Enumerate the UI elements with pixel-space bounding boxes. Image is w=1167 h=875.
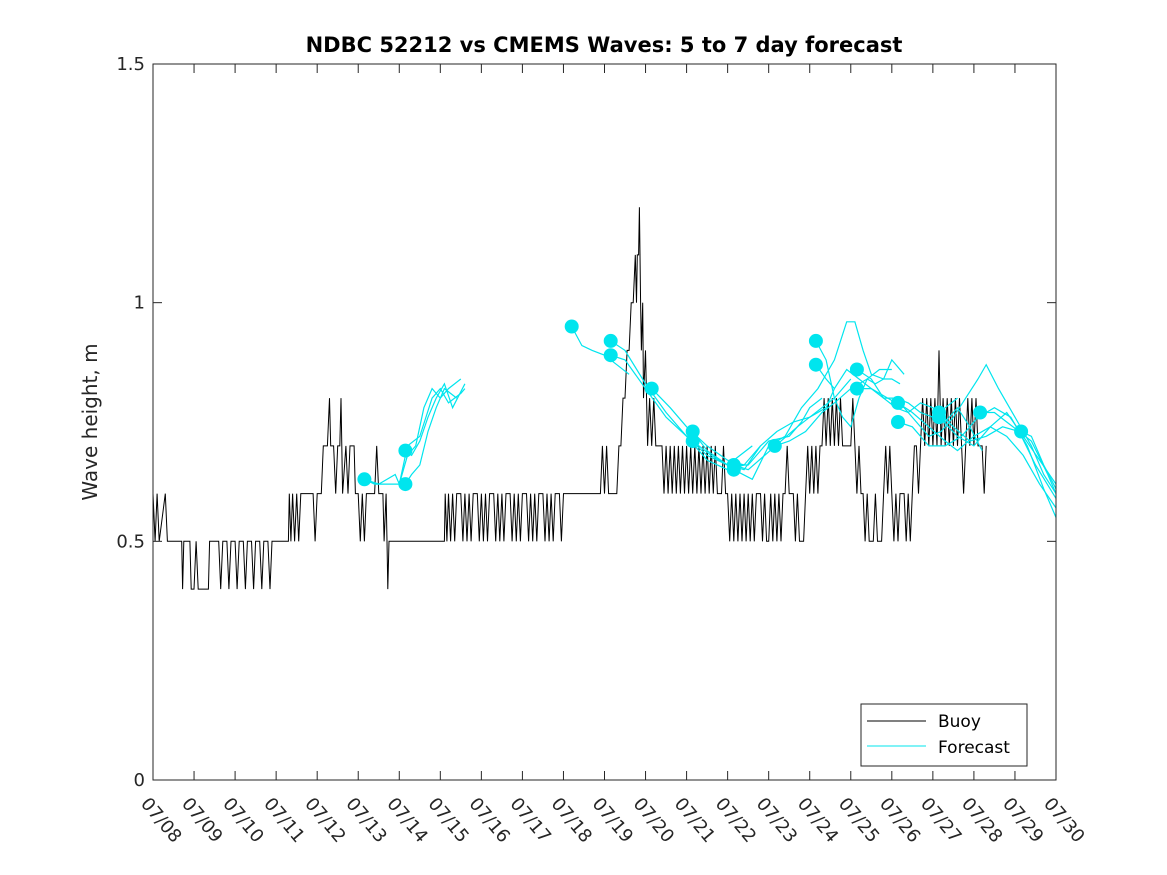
- buoy-series: [152, 207, 987, 590]
- forecast-line-3: [405, 382, 466, 457]
- forecast-line-5: [571, 326, 630, 375]
- forecast-start-marker: [849, 381, 864, 396]
- legend: Buoy Forecast: [860, 703, 1028, 767]
- legend-label-forecast: Forecast: [938, 738, 1010, 758]
- forecast-line-4: [404, 387, 458, 485]
- forecast-series: [364, 321, 1057, 518]
- axes-background: [153, 64, 1056, 780]
- forecast-start-marker: [357, 472, 372, 487]
- forecast-line-11: [733, 378, 852, 471]
- forecast-start-marker: [685, 424, 700, 439]
- y-tick-label: 1: [134, 293, 145, 314]
- forecast-start-marker: [891, 415, 905, 429]
- y-axis-label: Wave height, m: [78, 343, 102, 500]
- forecast-start-marker: [932, 410, 946, 425]
- y-tick-label: 1.5: [116, 54, 145, 75]
- y-tick-label: 0: [134, 770, 145, 791]
- forecast-start-marker: [644, 381, 659, 396]
- y-axis: 0 0.5 1 1.5: [116, 54, 1056, 791]
- forecast-line-13: [774, 368, 892, 447]
- forecast-start-marker: [973, 405, 988, 420]
- chart-title: NDBC 52212 vs CMEMS Waves: 5 to 7 day fo…: [306, 33, 903, 57]
- forecast-start-marker: [685, 434, 700, 449]
- forecast-start-marker: [726, 462, 741, 477]
- forecast-start-marker: [564, 319, 579, 334]
- forecast-start-marker: [891, 395, 905, 410]
- forecast-start-marker: [808, 333, 823, 348]
- forecast-line-18: [897, 402, 1057, 509]
- y-tick-label: 0.5: [116, 531, 145, 552]
- forecast-line-2: [364, 378, 462, 485]
- forecast-start-marker: [603, 333, 618, 348]
- forecast-start-marker: [767, 438, 782, 453]
- forecast-line-20: [938, 412, 1057, 499]
- forecast-line-7: [610, 354, 745, 471]
- forecast-line-10: [692, 388, 835, 471]
- forecast-line-1: [364, 387, 466, 487]
- forecast-start-marker: [808, 357, 823, 372]
- legend-box: [860, 703, 1028, 767]
- forecast-line-21: [938, 411, 1057, 485]
- forecast-start-marker: [398, 443, 413, 458]
- forecast-line-9: [692, 397, 823, 466]
- forecast-start-marker: [1014, 424, 1029, 439]
- forecast-start-marker: [603, 348, 618, 363]
- forecast-line-16: [856, 368, 983, 451]
- plot-area: [153, 64, 1056, 780]
- forecast-markers: [357, 319, 1029, 492]
- legend-label-buoy: Buoy: [938, 712, 981, 732]
- forecast-start-marker: [398, 477, 413, 492]
- forecast-start-marker: [849, 362, 864, 377]
- buoy-line: [152, 207, 987, 590]
